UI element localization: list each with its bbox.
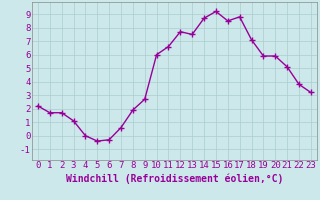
X-axis label: Windchill (Refroidissement éolien,°C): Windchill (Refroidissement éolien,°C) <box>66 173 283 184</box>
